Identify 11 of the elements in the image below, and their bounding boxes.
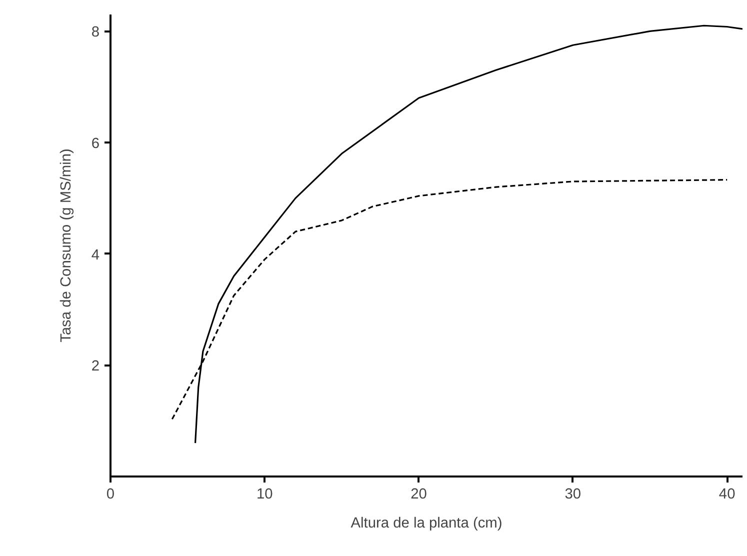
- y-tick-label: 4: [91, 247, 100, 264]
- y-axis-title: Tasa de Consumo (g MS/min): [58, 148, 74, 342]
- y-tick-label: 6: [91, 136, 100, 152]
- x-tick-label: 30: [564, 486, 582, 502]
- x-tick-label: 40: [718, 486, 736, 502]
- x-tick-label: 10: [256, 486, 273, 502]
- y-tick-label: 2: [91, 358, 100, 375]
- y-tick-label: 8: [91, 24, 100, 41]
- x-tick-label: 20: [410, 486, 427, 502]
- x-axis-title: Altura de la planta (cm): [350, 516, 502, 532]
- x-tick-label: 0: [106, 486, 115, 502]
